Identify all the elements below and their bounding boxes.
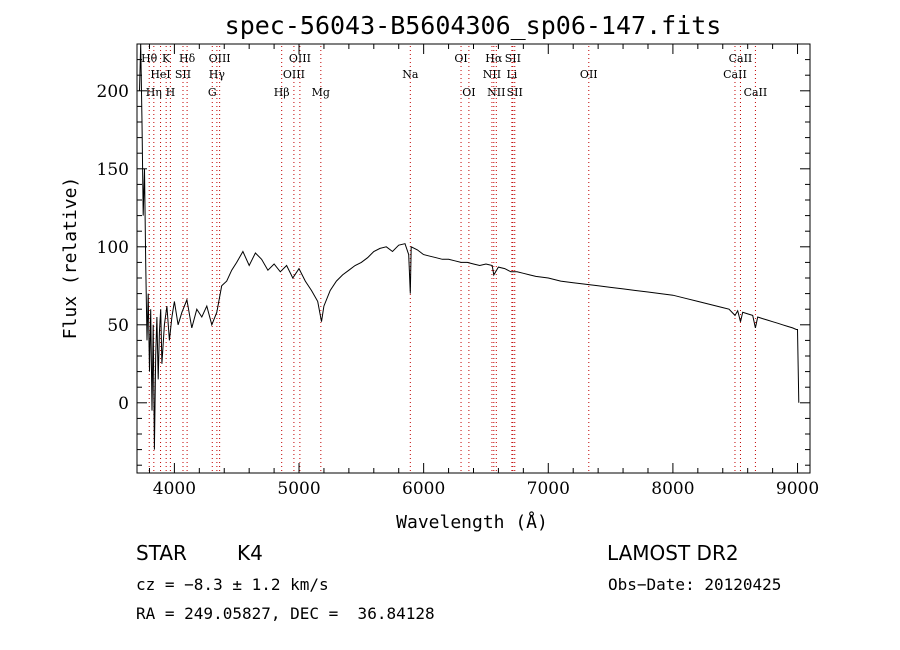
x-tick-label: 6000 bbox=[402, 479, 445, 499]
x-tick-label: 7000 bbox=[527, 479, 570, 499]
survey-name: LAMOST DR2 bbox=[607, 541, 739, 565]
x-tick-label: 9000 bbox=[776, 479, 819, 499]
spectral-line-label: Mg bbox=[312, 86, 330, 99]
spectral-line-label: HeI bbox=[150, 68, 170, 81]
axis-ticks: 4000 5000 6000 7000 8000 9000 0 50 100 150 200 bbox=[97, 44, 819, 499]
object-class: STAR bbox=[136, 541, 187, 565]
spectral-line-label: Li bbox=[506, 68, 517, 81]
spectral-line-label: OIII bbox=[209, 52, 231, 65]
spectral-line-label: Hδ bbox=[179, 52, 196, 65]
y-tick-label: 200 bbox=[97, 82, 129, 102]
spectral-line-label: G bbox=[208, 86, 217, 99]
spectral-line-label: OIII bbox=[283, 68, 305, 81]
spectral-line-label: H bbox=[166, 86, 176, 99]
y-tick-label: 150 bbox=[97, 160, 129, 180]
spectral-line-label: NII bbox=[487, 86, 505, 99]
spectral-line-label: OI bbox=[454, 52, 467, 65]
spectral-line-label: Hθ bbox=[141, 52, 158, 65]
spectral-line-label: OIII bbox=[289, 52, 311, 65]
coordinates: RA = 249.05827, DEC = 36.84128 bbox=[136, 604, 435, 623]
spectral-line-label: CaII bbox=[744, 86, 768, 99]
observation-date: Obs−Date: 20120425 bbox=[608, 575, 782, 594]
spectral-line-labels: Hθ Hη HeI K H SII Hδ G Hγ OIII Hβ OIII OIII Mg Na OI OI N… bbox=[141, 52, 767, 99]
spectral-line-label: CaII bbox=[729, 52, 753, 65]
redshift-velocity: cz = −8.3 ± 1.2 km/s bbox=[136, 575, 329, 594]
spectral-line-label: OII bbox=[580, 68, 598, 81]
y-tick-label: 0 bbox=[118, 394, 129, 414]
spectral-line-label: SII bbox=[505, 52, 521, 65]
spectral-line-label: Hγ bbox=[209, 68, 226, 81]
spectral-line-label: CaII bbox=[723, 68, 747, 81]
y-tick-label: 100 bbox=[97, 238, 129, 258]
spectral-line-label: OI bbox=[462, 86, 475, 99]
spectral-lines-layer bbox=[148, 46, 756, 471]
spectrum-line bbox=[139, 43, 800, 450]
x-axis-label: Wavelength (Å) bbox=[396, 511, 548, 533]
spectral-line-label: Na bbox=[402, 68, 419, 81]
spectral-line-label: Hβ bbox=[274, 86, 290, 99]
plot-frame bbox=[136, 43, 811, 474]
object-subclass: K4 bbox=[237, 541, 263, 565]
spectral-line-label: Hα bbox=[485, 52, 503, 65]
spectral-line-label: Hη bbox=[146, 86, 162, 99]
chart-title: spec-56043-B5604306_sp06-147.fits bbox=[225, 11, 722, 40]
spectral-line-label: K bbox=[162, 52, 171, 65]
x-tick-label: 8000 bbox=[651, 479, 694, 499]
spectral-line-label: SII bbox=[175, 68, 191, 81]
x-tick-label: 4000 bbox=[153, 479, 196, 499]
y-tick-label: 50 bbox=[107, 316, 129, 336]
x-tick-label: 5000 bbox=[277, 479, 320, 499]
y-axis-label: Flux (relative) bbox=[60, 177, 81, 340]
spectral-line-label: NII bbox=[483, 68, 501, 81]
spectral-line-label: SII bbox=[507, 86, 523, 99]
